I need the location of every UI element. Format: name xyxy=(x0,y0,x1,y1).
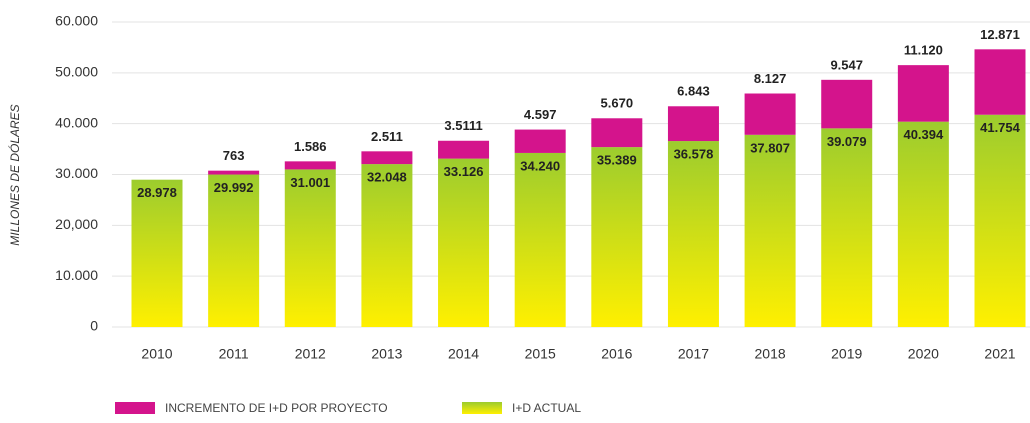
bar-segment xyxy=(897,65,949,122)
value-label: 6.843 xyxy=(677,84,710,99)
bar-segment xyxy=(438,140,490,159)
x-tick-label: 2018 xyxy=(755,346,786,362)
x-tick-label: 2015 xyxy=(525,346,556,362)
bar-segment xyxy=(284,169,336,327)
bar-segment xyxy=(284,161,336,170)
bar-segment xyxy=(514,152,566,327)
x-tick-label: 2010 xyxy=(141,346,172,362)
x-tick-label: 2016 xyxy=(601,346,632,362)
value-label: 39.079 xyxy=(827,134,867,149)
value-label: 31.001 xyxy=(290,175,330,190)
legend-swatch xyxy=(462,402,502,414)
bar-segment xyxy=(744,134,796,327)
x-tick-label: 2021 xyxy=(984,346,1015,362)
y-tick-label: 0 xyxy=(90,318,98,334)
value-label: 34.240 xyxy=(520,158,560,173)
bar-segment xyxy=(591,147,643,327)
y-tick-label: 40.000 xyxy=(55,114,98,130)
y-tick-label: 10.000 xyxy=(55,267,98,283)
bar-segment xyxy=(361,151,413,165)
value-label: 36.578 xyxy=(674,146,714,161)
y-tick-label: 20,000 xyxy=(55,216,98,232)
bar-segment xyxy=(667,106,719,142)
x-tick-label: 2011 xyxy=(219,346,249,362)
bar-segment xyxy=(361,164,413,327)
x-tick-label: 2019 xyxy=(831,346,862,362)
x-tick-label: 2013 xyxy=(371,346,402,362)
value-label: 763 xyxy=(223,148,245,163)
value-label: 9.547 xyxy=(830,57,863,72)
legend-swatch xyxy=(115,402,155,414)
value-label: 41.754 xyxy=(980,120,1021,135)
value-label: 2.511 xyxy=(371,129,403,144)
bar-segment xyxy=(897,121,949,327)
y-tick-label: 50.000 xyxy=(55,64,98,80)
value-label: 12.871 xyxy=(980,27,1020,42)
bar-segment xyxy=(438,158,490,327)
x-tick-label: 2014 xyxy=(448,346,479,362)
value-label: 33.126 xyxy=(444,164,484,179)
value-label: 28.978 xyxy=(137,185,177,200)
value-label: 5.670 xyxy=(601,96,634,111)
bar-segment xyxy=(208,170,260,175)
x-tick-label: 2020 xyxy=(908,346,939,362)
bar-segment xyxy=(591,118,643,148)
y-axis-label: MILLONES DE DÓLARES xyxy=(7,104,22,245)
bar-segment xyxy=(974,114,1026,327)
bar-segment xyxy=(208,174,260,327)
x-tick-label: 2017 xyxy=(678,346,709,362)
value-label: 11.120 xyxy=(904,43,943,58)
bar-segment xyxy=(744,93,796,135)
value-label: 4.597 xyxy=(524,107,557,122)
value-label: 40.394 xyxy=(903,127,944,142)
bar-segment xyxy=(821,79,873,129)
value-label: 8.127 xyxy=(754,71,787,86)
legend-label: INCREMENTO DE I+D POR PROYECTO xyxy=(165,401,388,415)
value-label: 32.048 xyxy=(367,170,407,185)
bar-segment xyxy=(821,128,873,327)
legend-label: I+D ACTUAL xyxy=(512,401,581,415)
value-label: 37.807 xyxy=(750,140,790,155)
y-tick-label: 60.000 xyxy=(55,13,98,29)
bar-segment xyxy=(131,179,183,327)
value-label: 1.586 xyxy=(294,139,327,154)
bar-segment xyxy=(974,49,1026,115)
x-tick-label: 2012 xyxy=(295,346,326,362)
bar-segment xyxy=(514,129,566,153)
value-label: 29.992 xyxy=(214,180,254,195)
value-label: 35.389 xyxy=(597,153,637,168)
y-tick-label: 30.000 xyxy=(55,165,98,181)
value-label: 3.5111 xyxy=(444,118,482,133)
bar-segment xyxy=(667,141,719,327)
